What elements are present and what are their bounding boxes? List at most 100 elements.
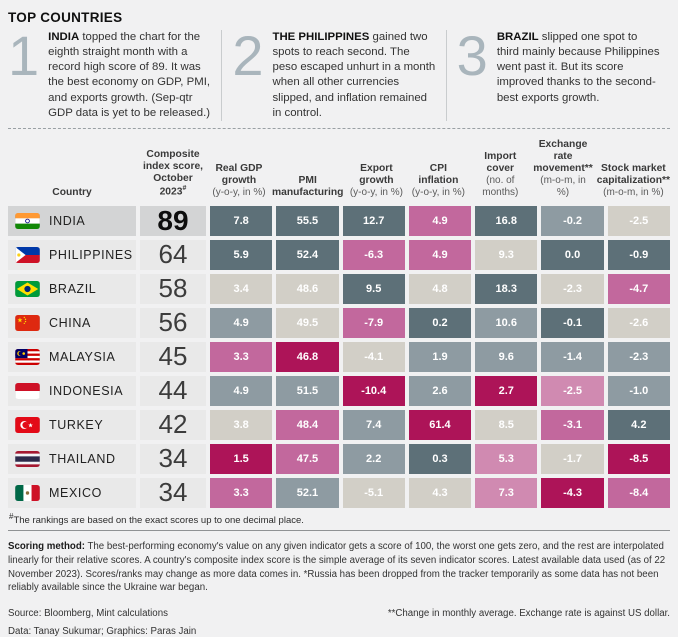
export-cell: -10.4 xyxy=(342,375,405,406)
country-cell: BRAZIL xyxy=(8,273,136,304)
fx-cell: -1.7 xyxy=(541,443,604,474)
stock-cell: 4.2 xyxy=(607,409,670,440)
rank-numeral-2: 2 xyxy=(232,24,264,87)
rank-numeral-1: 1 xyxy=(8,24,40,87)
table-row-philippines: PHILIPPINES 64 5.9 52.4 -6.3 4.9 9.3 0.0… xyxy=(8,239,670,270)
country-cell: INDONESIA xyxy=(8,375,136,406)
gdp-cell: 3.4 xyxy=(210,273,273,304)
import-cell: 2.7 xyxy=(475,375,538,406)
table-row-thailand: THAILAND 34 1.5 47.5 2.2 0.3 5.3 -1.7 -8… xyxy=(8,443,670,474)
country-name: MALAYSIA xyxy=(49,349,116,364)
india-flag-icon xyxy=(15,212,40,229)
export-cell: 7.4 xyxy=(342,409,405,440)
country-cell: TURKEY xyxy=(8,409,136,440)
gdp-cell: 5.9 xyxy=(210,239,273,270)
fx-cell: -0.2 xyxy=(541,205,604,236)
scoring-method-lead: Scoring method: xyxy=(8,541,85,553)
stock-cell: -8.5 xyxy=(607,443,670,474)
composite-score: 56 xyxy=(140,307,206,338)
highlight-blocks: 1 INDIA topped the chart for the eighth … xyxy=(8,24,670,121)
country-name: TURKEY xyxy=(49,417,104,432)
header-gdp: Real GDP growth (y-o-y, in %) xyxy=(210,163,268,199)
header-export: Export growth (y-o-y, in %) xyxy=(347,163,405,199)
import-cell: 10.6 xyxy=(475,307,538,338)
scoring-method: Scoring method: The best-performing econ… xyxy=(8,540,670,595)
highlight-text-1: INDIA topped the chart for the eighth st… xyxy=(48,30,211,121)
import-cell: 5.3 xyxy=(475,443,538,474)
country-cell: CHINA xyxy=(8,307,136,338)
fx-cell: -3.1 xyxy=(541,409,604,440)
stock-cell: -4.7 xyxy=(607,273,670,304)
header-pmi-label: PMI manufacturing xyxy=(271,174,344,198)
header-export-label: Export growth xyxy=(359,162,394,187)
country-cell: MEXICO xyxy=(8,477,136,508)
highlight-lead-3: BRAZIL xyxy=(496,31,539,43)
thailand-flag-icon xyxy=(15,450,40,467)
composite-score: 34 xyxy=(140,477,206,508)
indonesia-flag-icon xyxy=(15,382,40,399)
pmi-cell: 46.8 xyxy=(276,341,339,372)
cpi-cell: 1.9 xyxy=(408,341,472,372)
highlight-body-1: topped the chart for the eighth straight… xyxy=(48,31,211,119)
malaysia-flag-icon xyxy=(15,348,40,365)
source-row: Source: Bloomberg, Mint calculations **C… xyxy=(8,608,670,619)
export-cell: -6.3 xyxy=(342,239,405,270)
exchange-note: **Change in monthly average. Exchange ra… xyxy=(387,608,670,620)
country-name: THAILAND xyxy=(49,451,116,466)
cpi-cell: 61.4 xyxy=(408,409,472,440)
philippines-flag-icon xyxy=(15,246,40,263)
brazil-flag-icon xyxy=(15,280,40,297)
rank-numeral-3: 3 xyxy=(456,24,488,87)
gdp-cell: 4.9 xyxy=(210,307,273,338)
gdp-cell: 3.8 xyxy=(210,409,273,440)
table-row-turkey: TURKEY 42 3.8 48.4 7.4 61.4 8.5 -3.1 4.2 xyxy=(8,409,670,440)
country-name: INDIA xyxy=(49,213,86,228)
header-fx-sub: (m-o-m, in %) xyxy=(540,175,586,199)
country-name: BRAZIL xyxy=(49,281,97,296)
source-credit: Source: Bloomberg, Mint calculations xyxy=(8,608,168,620)
header-footnote-mark: # xyxy=(182,185,187,193)
fx-cell: -4.3 xyxy=(541,477,604,508)
cpi-cell: 0.3 xyxy=(408,443,472,474)
cpi-cell: 4.9 xyxy=(408,205,472,236)
stock-cell: -8.4 xyxy=(607,477,670,508)
china-flag-icon xyxy=(15,314,40,331)
header-cpi: CPI inflation (y-o-y, in %) xyxy=(409,163,467,199)
highlight-lead-2: THE PHILIPPINES xyxy=(272,31,370,43)
highlight-text-3: BRAZIL slipped one spot to third mainly … xyxy=(497,30,660,121)
country-cell: MALAYSIA xyxy=(8,341,136,372)
import-cell: 9.6 xyxy=(475,341,538,372)
header-pmi: PMI manufacturing xyxy=(272,175,344,199)
export-cell: 12.7 xyxy=(342,205,405,236)
stock-cell: -2.5 xyxy=(607,205,670,236)
import-cell: 8.5 xyxy=(475,409,538,440)
fx-cell: -1.4 xyxy=(541,341,604,372)
import-cell: 7.3 xyxy=(475,477,538,508)
pmi-cell: 48.4 xyxy=(276,409,339,440)
composite-score: 42 xyxy=(140,409,206,440)
country-name: PHILIPPINES xyxy=(49,247,133,262)
stock-cell: -2.3 xyxy=(607,341,670,372)
pmi-cell: 49.5 xyxy=(276,307,339,338)
stock-cell: -0.9 xyxy=(607,239,670,270)
export-cell: -7.9 xyxy=(342,307,405,338)
country-cell: THAILAND xyxy=(8,443,136,474)
composite-score: 89 xyxy=(140,205,206,236)
cpi-cell: 4.3 xyxy=(408,477,472,508)
export-cell: 2.2 xyxy=(342,443,405,474)
table-row-mexico: MEXICO 34 3.3 52.1 -5.1 4.3 7.3 -4.3 -8.… xyxy=(8,477,670,508)
scoring-method-text: The best-performing economy's value on a… xyxy=(8,541,666,594)
footnote-mark: # xyxy=(9,511,14,521)
header-import-label: Import cover xyxy=(484,151,517,175)
import-cell: 16.8 xyxy=(475,205,538,236)
header-import-sub: (no. of months) xyxy=(482,175,519,199)
header-import: Import cover (no. of months) xyxy=(471,151,529,199)
header-stock-label: Stock market capitalization** xyxy=(596,162,671,187)
data-credit: Data: Tanay Sukumar; Graphics: Paras Jai… xyxy=(8,626,197,637)
header-fx-label: Exchange rate movement** xyxy=(533,138,593,175)
pmi-cell: 47.5 xyxy=(276,443,339,474)
country-cell: PHILIPPINES xyxy=(8,239,136,270)
footnote-text: The rankings are based on the exact scor… xyxy=(13,515,304,527)
header-stock-sub: (m-o-m, in %) xyxy=(603,187,664,199)
pmi-cell: 55.5 xyxy=(276,205,339,236)
